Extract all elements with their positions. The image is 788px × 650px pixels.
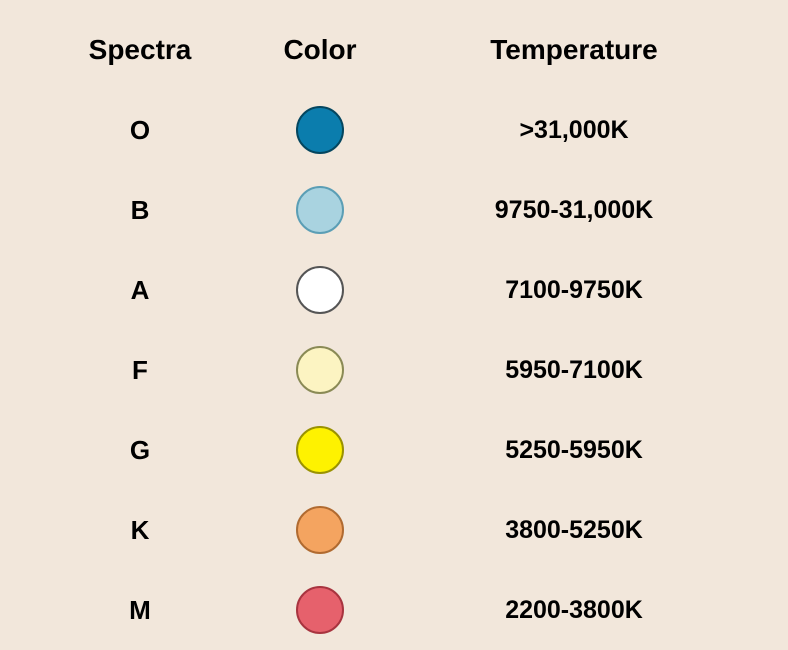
color-cell xyxy=(240,106,400,154)
color-swatch xyxy=(296,506,344,554)
color-swatch xyxy=(296,106,344,154)
temperature-label: 9750-31,000K xyxy=(400,196,748,225)
header-row: Spectra Color Temperature xyxy=(40,20,748,80)
table-row: K 3800-5250K xyxy=(40,490,748,570)
table-row: B 9750-31,000K xyxy=(40,170,748,250)
color-cell xyxy=(240,506,400,554)
spectra-label: O xyxy=(40,115,240,146)
spectra-label: G xyxy=(40,435,240,466)
color-cell xyxy=(240,586,400,634)
spectra-label: A xyxy=(40,275,240,306)
spectra-label: B xyxy=(40,195,240,226)
spectra-label: K xyxy=(40,515,240,546)
header-temperature: Temperature xyxy=(400,34,748,66)
table-row: M 2200-3800K xyxy=(40,570,748,650)
temperature-label: 7100-9750K xyxy=(400,276,748,305)
color-cell xyxy=(240,426,400,474)
temperature-label: 5950-7100K xyxy=(400,356,748,385)
color-cell xyxy=(240,266,400,314)
temperature-label: 3800-5250K xyxy=(400,516,748,545)
header-spectra: Spectra xyxy=(40,34,240,66)
color-swatch xyxy=(296,346,344,394)
table-row: A 7100-9750K xyxy=(40,250,748,330)
spectral-chart: Spectra Color Temperature O >31,000K B 9… xyxy=(0,0,788,637)
spectra-label: F xyxy=(40,355,240,386)
table-row: O >31,000K xyxy=(40,90,748,170)
color-cell xyxy=(240,186,400,234)
color-swatch xyxy=(296,186,344,234)
color-cell xyxy=(240,346,400,394)
temperature-label: 5250-5950K xyxy=(400,436,748,465)
color-swatch xyxy=(296,586,344,634)
table-row: F 5950-7100K xyxy=(40,330,748,410)
table-row: G 5250-5950K xyxy=(40,410,748,490)
color-swatch xyxy=(296,266,344,314)
header-color: Color xyxy=(240,34,400,66)
temperature-label: >31,000K xyxy=(400,116,748,145)
color-swatch xyxy=(296,426,344,474)
temperature-label: 2200-3800K xyxy=(400,596,748,625)
spectra-label: M xyxy=(40,595,240,626)
